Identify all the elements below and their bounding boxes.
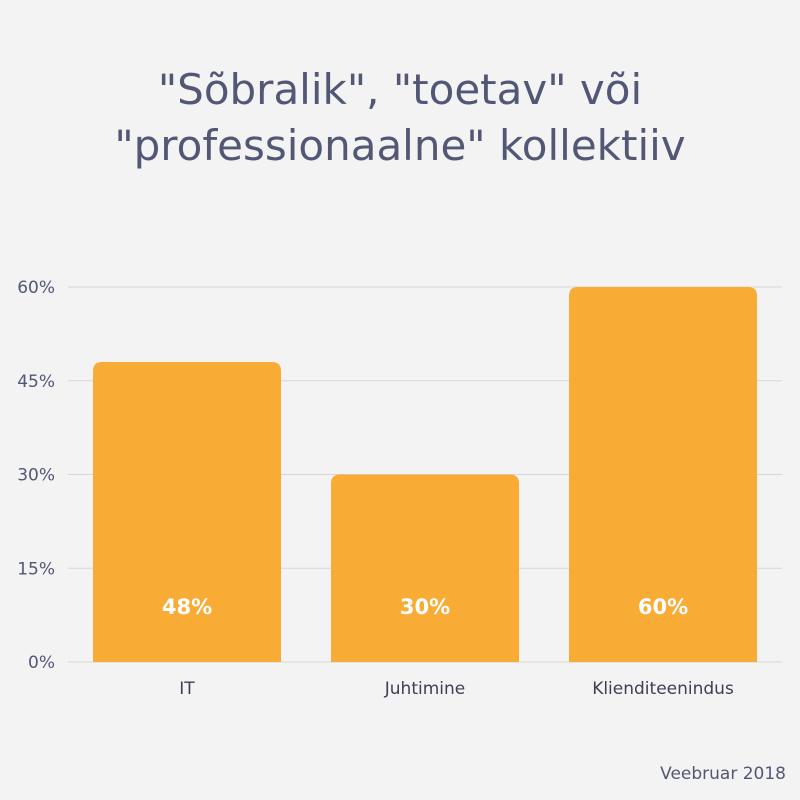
data-label: 48% [162,595,212,619]
y-tick-label: 15% [17,559,55,579]
chart-title-line-2: "professionaalne" kollektiiv [114,121,686,170]
category-label: IT [179,679,195,699]
category-label: Klienditeenindus [592,679,734,699]
data-label: 60% [638,595,688,619]
y-tick-label: 30% [17,466,55,486]
x-axis-categories: IT Juhtimine Klienditeenindus [179,679,734,699]
data-labels: 48% 30% 60% [162,595,688,619]
category-label: Juhtimine [384,679,465,699]
bar-juhtimine [331,474,519,662]
y-tick-label: 45% [17,372,55,392]
bar-it [93,362,281,662]
y-axis-ticks: 0% 15% 30% 45% 60% [17,278,55,673]
y-tick-label: 60% [17,278,55,298]
bars [93,287,757,662]
chart-title: "Sõbralik", "toetav" või "professionaaln… [0,62,800,174]
footer-date-note: Veebruar 2018 [660,764,786,784]
data-label: 30% [400,595,450,619]
y-tick-label: 0% [28,653,55,673]
chart-title-line-1: "Sõbralik", "toetav" või [157,65,643,114]
bar-klienditeenindus [569,287,757,662]
